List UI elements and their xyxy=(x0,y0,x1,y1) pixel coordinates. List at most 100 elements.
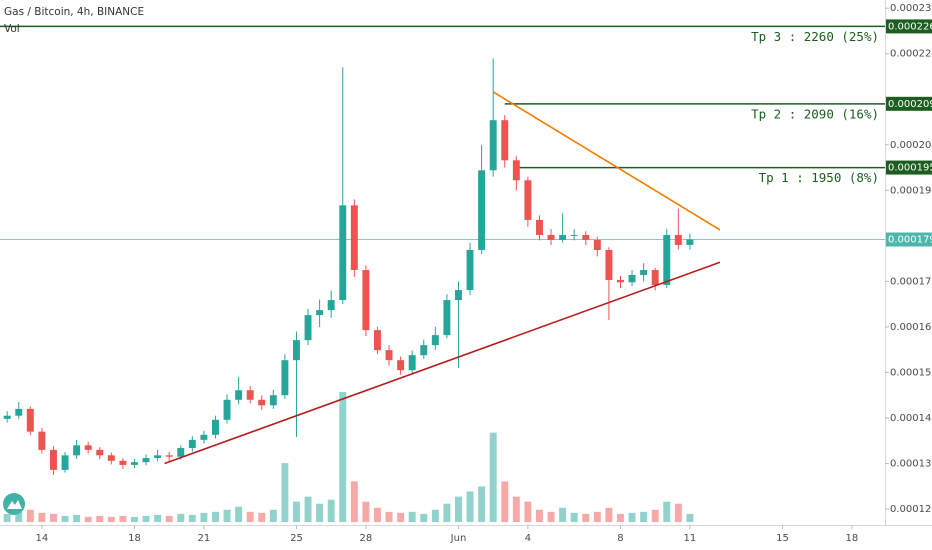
candle-body xyxy=(547,234,555,240)
candle-body xyxy=(593,239,601,250)
candle-body xyxy=(73,445,81,456)
trendline xyxy=(492,91,721,231)
y-tick-label: 0.0001200 xyxy=(890,504,932,515)
volume-bar xyxy=(420,513,428,522)
candle-body xyxy=(385,350,393,361)
price-box xyxy=(886,19,932,34)
volume-bar xyxy=(535,509,543,522)
volume-bar xyxy=(373,507,381,522)
volume-bar xyxy=(593,511,601,522)
candle-body xyxy=(559,234,567,240)
volume-bar xyxy=(38,512,46,522)
candle-body xyxy=(258,399,266,406)
candle-body xyxy=(154,455,162,459)
volume-bar xyxy=(582,513,590,522)
volume-bar xyxy=(223,509,231,522)
y-tick-label: 0.0001400 xyxy=(890,413,932,424)
price-box-label: 0.0002260 xyxy=(888,21,932,32)
plot-area: Tp 3 : 2260 (25%) Tp 2 : 2090 (16%) Tp 1 :… xyxy=(0,25,885,522)
volume-bar xyxy=(466,491,474,522)
target-label: Tp 3 : 2260 (25%) xyxy=(751,29,879,44)
candle-body xyxy=(84,445,92,450)
candle-body xyxy=(235,390,243,400)
candle-body xyxy=(605,249,613,281)
target-label: Tp 1 : 1950 (8%) xyxy=(759,170,879,185)
candle-body xyxy=(640,270,648,276)
volume-bar xyxy=(674,503,682,522)
candle-body xyxy=(269,395,277,406)
y-tick-label: 0.0002200 xyxy=(890,49,932,60)
candle-body xyxy=(466,249,474,291)
volume-bar xyxy=(154,514,162,522)
volume-bar xyxy=(663,501,671,522)
price-box xyxy=(886,160,932,175)
volume-bar xyxy=(73,514,81,522)
volume-bar xyxy=(292,501,300,522)
volume-bar xyxy=(628,512,636,522)
y-tick-label: 0.0001900 xyxy=(890,185,932,196)
volume-bar xyxy=(258,512,266,522)
volume-bar xyxy=(339,392,347,522)
volume-bar xyxy=(501,481,509,522)
target-label: Tp 2 : 2090 (16%) xyxy=(751,106,879,121)
y-tick-label: 0.0001500 xyxy=(890,367,932,378)
axes: 0.0001200 0.0001300 0.0001400 0.0001500 0.00… xyxy=(36,3,932,544)
candle-body xyxy=(142,458,150,463)
y-tick-label: 0.0001700 xyxy=(890,276,932,287)
candle-body xyxy=(628,275,636,283)
volume-bar xyxy=(617,513,624,522)
volume-bar xyxy=(142,515,150,522)
candle-body xyxy=(49,449,57,470)
volume-bar xyxy=(512,496,520,522)
y-tick-label: 0.0001600 xyxy=(890,322,932,333)
candle-body xyxy=(674,234,682,245)
volume-bar xyxy=(49,513,57,522)
candle-body xyxy=(582,234,590,240)
y-tick-label: 0.0002300 xyxy=(890,3,932,14)
candle-body xyxy=(431,335,439,346)
volume-bar xyxy=(524,501,532,522)
volume-bar xyxy=(686,513,694,522)
candle-body xyxy=(304,315,312,341)
volume-label: Vol xyxy=(4,23,20,35)
candle-body xyxy=(397,360,405,371)
candle-body xyxy=(373,330,381,351)
volume-bar xyxy=(107,516,115,522)
price-box-label: 0.0002090 xyxy=(888,99,932,110)
volume-bar xyxy=(281,463,289,522)
candle-body xyxy=(15,408,23,416)
x-tick-label: 15 xyxy=(776,533,789,544)
x-tick-label: 18 xyxy=(846,533,859,544)
logo xyxy=(3,493,25,515)
volume-bar xyxy=(269,509,277,522)
candle-body xyxy=(200,434,208,440)
trendline xyxy=(164,261,721,465)
volume-bar xyxy=(454,496,462,522)
x-tick-label: 11 xyxy=(684,533,697,544)
volume-bar xyxy=(570,512,578,522)
volume-bar xyxy=(61,515,69,522)
candle-body xyxy=(130,462,138,465)
volume-bar xyxy=(397,512,405,522)
volume-bar xyxy=(640,511,648,522)
candle-body xyxy=(107,455,115,461)
x-tick-label: 18 xyxy=(128,533,141,544)
candle-body xyxy=(246,390,254,400)
candle-body xyxy=(489,120,497,171)
candle-body xyxy=(223,399,231,420)
candle-body xyxy=(3,415,11,419)
price-box-label: 0.0001792 xyxy=(888,235,932,246)
y-tick-label: 0.0001300 xyxy=(890,459,932,470)
x-tick-label: 25 xyxy=(290,533,303,544)
volume-bar xyxy=(651,509,659,522)
candle-body xyxy=(26,408,34,432)
volume-bar xyxy=(26,509,34,522)
volume-bar xyxy=(362,501,370,522)
candle-body xyxy=(478,170,486,250)
candle-body xyxy=(420,345,428,356)
volume-bar xyxy=(489,432,497,522)
volume-bar xyxy=(177,513,185,522)
candle-body xyxy=(316,310,324,316)
x-tick-label: 28 xyxy=(360,533,373,544)
